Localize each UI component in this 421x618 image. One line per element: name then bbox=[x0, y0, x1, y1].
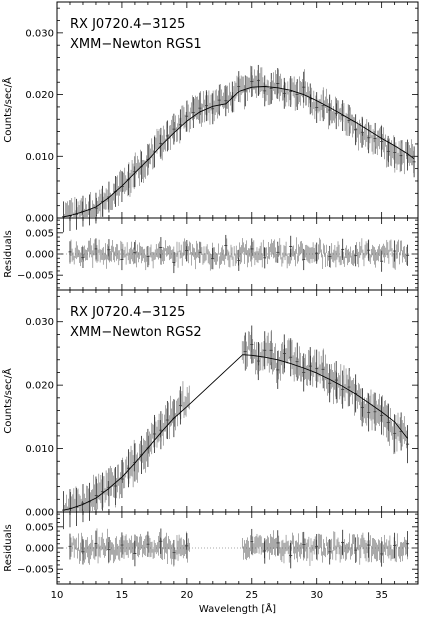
data-points bbox=[68, 528, 410, 569]
y-tick-label: 0.020 bbox=[25, 381, 54, 392]
y-tick-label: 0.000 bbox=[25, 544, 54, 555]
spectrum-bins bbox=[63, 329, 408, 511]
y-tick-label: −0.005 bbox=[17, 565, 54, 576]
x-axis-label: Wavelength [Å] bbox=[199, 602, 276, 615]
y-axis-label: Counts/sec/Å bbox=[1, 77, 14, 143]
x-tick-label: 30 bbox=[310, 590, 323, 601]
y-tick-label: 0.010 bbox=[25, 152, 54, 163]
data-points bbox=[68, 234, 410, 274]
y-axis-label: Residuals bbox=[3, 524, 14, 571]
data-points bbox=[61, 325, 410, 530]
spectrum-bins bbox=[69, 528, 408, 567]
data-points bbox=[61, 64, 416, 233]
model-curve bbox=[63, 86, 415, 218]
y-axis-label: Counts/sec/Å bbox=[1, 368, 14, 434]
y-tick-label: 0.010 bbox=[25, 444, 54, 455]
y-tick-label: 0.000 bbox=[25, 250, 54, 261]
source-name: RX J0720.4−3125 bbox=[70, 305, 185, 320]
y-tick-label: 0.005 bbox=[25, 228, 54, 239]
y-axis-label: Residuals bbox=[3, 230, 14, 277]
y-tick-label: −0.005 bbox=[17, 271, 54, 282]
x-tick-label: 10 bbox=[51, 590, 64, 601]
source-name: RX J0720.4−3125 bbox=[70, 17, 185, 32]
panel-3-spectrum: 0.000 0.010 0.020 0.030 Counts/sec/Å RX J0720… bbox=[1, 289, 419, 530]
panel-1-spectrum: 0.000 0.010 0.020 0.030 Counts/sec/Å RX J0720… bbox=[1, 1, 419, 233]
instrument-name: XMM−Newton RGS2 bbox=[70, 325, 202, 340]
spectrum-bins bbox=[69, 237, 408, 271]
x-tick-label: 25 bbox=[245, 590, 258, 601]
y-tick-label: 0.030 bbox=[25, 28, 54, 39]
x-tick-label: 20 bbox=[180, 590, 193, 601]
spectrum-bins bbox=[63, 65, 414, 217]
x-tick-label: 15 bbox=[116, 590, 129, 601]
y-tick-label: 0.005 bbox=[25, 522, 54, 533]
y-tick-label: 0.020 bbox=[25, 90, 54, 101]
model-curve bbox=[63, 354, 408, 511]
instrument-name: XMM−Newton RGS1 bbox=[70, 37, 202, 52]
y-tick-label: 0.000 bbox=[25, 508, 54, 519]
x-tick-label: 35 bbox=[375, 590, 388, 601]
y-tick-label: 0.000 bbox=[25, 214, 54, 225]
y-tick-label: 0.030 bbox=[25, 317, 54, 328]
plot-frame bbox=[56, 1, 419, 219]
